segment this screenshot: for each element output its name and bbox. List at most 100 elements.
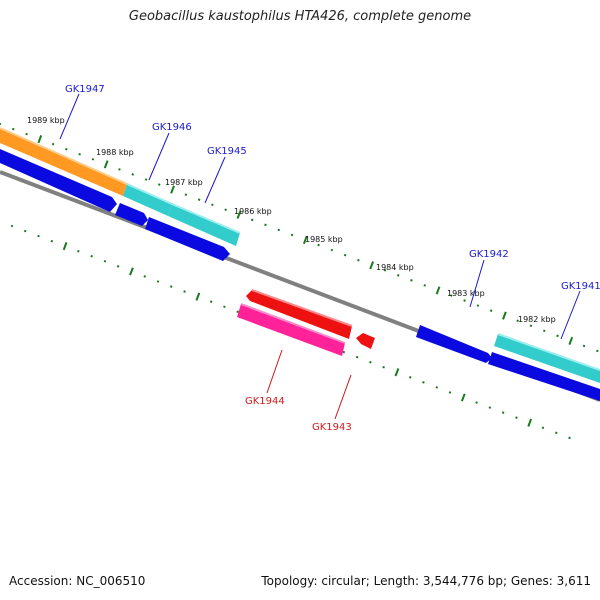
- major-tick: [129, 267, 134, 276]
- minor-tick: [596, 349, 599, 353]
- minor-tick: [156, 280, 160, 283]
- major-tick: [37, 135, 43, 144]
- minor-tick: [183, 290, 186, 293]
- minor-tick: [290, 233, 294, 237]
- minor-tick: [65, 147, 68, 151]
- genome-title: Geobacillus kaustophilus HTA426, complet…: [128, 9, 472, 24]
- scale-label-1987: 1987 kbp: [165, 178, 203, 187]
- major-tick: [502, 311, 507, 320]
- minor-tick: [51, 142, 55, 146]
- gene-label-gk1946[interactable]: GK1946: [152, 122, 192, 133]
- minor-tick: [568, 436, 571, 440]
- major-tick: [460, 393, 466, 402]
- major-tick: [62, 242, 68, 251]
- major-tick: [435, 286, 441, 295]
- gene-gk1944-outer[interactable]: [246, 290, 352, 339]
- outer-tick-track: [0, 122, 599, 353]
- minor-tick: [369, 360, 372, 364]
- minor-tick: [37, 234, 40, 238]
- gene-gk1943-outer[interactable]: [356, 333, 375, 349]
- genome-summary-text: Topology: circular; Length: 3,544,776 bp…: [261, 574, 591, 588]
- minor-tick: [556, 334, 559, 338]
- gene-label-gk1944[interactable]: GK1944: [245, 396, 285, 407]
- minor-tick: [211, 203, 214, 206]
- gene-gk1945-inner[interactable]: [145, 217, 230, 261]
- scale-label-1986: 1986 kbp: [234, 207, 272, 216]
- minor-tick: [184, 193, 188, 196]
- gene-label-gk1941[interactable]: GK1941: [561, 281, 600, 292]
- minor-tick: [116, 265, 120, 268]
- minor-tick: [422, 381, 425, 384]
- minor-tick: [529, 324, 533, 328]
- gene-gk1946-outer[interactable]: [123, 184, 172, 216]
- gene-gk1941-outer[interactable]: [494, 334, 600, 383]
- scale-label-1983: 1983 kbp: [447, 289, 485, 298]
- gene-gk1942-inner[interactable]: [416, 325, 492, 363]
- major-tick: [236, 210, 242, 219]
- scale-label-1985: 1985 kbp: [305, 235, 343, 244]
- scale-labels: 1989 kbp 1988 kbp 1987 kbp 1986 kbp 1985…: [27, 116, 556, 324]
- minor-tick: [357, 258, 360, 262]
- minor-tick: [408, 376, 412, 379]
- minor-tick: [78, 152, 81, 156]
- minor-tick: [516, 319, 519, 323]
- minor-tick: [342, 350, 346, 354]
- minor-tick: [277, 228, 281, 232]
- minor-tick: [143, 275, 147, 278]
- major-tick: [103, 160, 109, 169]
- gene-gk1945-outer[interactable]: [168, 204, 240, 246]
- minor-tick: [515, 416, 518, 419]
- gene-gk1944-inner[interactable]: [237, 304, 345, 356]
- minor-tick: [542, 329, 546, 333]
- minor-tick: [77, 249, 80, 253]
- scale-label-1982: 1982 kbp: [518, 315, 556, 324]
- minor-tick: [223, 305, 226, 308]
- major-tick: [568, 336, 574, 345]
- minor-tick: [209, 300, 213, 303]
- minor-tick: [330, 248, 334, 252]
- minor-tick: [355, 355, 359, 359]
- minor-tick: [25, 132, 28, 136]
- minor-tick: [250, 218, 254, 222]
- gene-gk1947-outer[interactable]: [0, 128, 127, 196]
- gene-labels: GK1947 GK1946 GK1945 GK1944 GK1943 GK194…: [65, 84, 600, 433]
- minor-tick: [489, 309, 493, 312]
- minor-tick: [90, 254, 93, 258]
- gene-gk1941-inner[interactable]: [488, 352, 600, 401]
- gene-label-gk1943[interactable]: GK1943: [312, 422, 352, 433]
- forward-genes: [0, 127, 600, 401]
- minor-tick: [224, 208, 227, 212]
- minor-tick: [264, 223, 267, 227]
- major-tick: [527, 418, 533, 427]
- minor-tick: [118, 168, 121, 171]
- gene-gk1946-inner[interactable]: [115, 203, 148, 226]
- minor-tick: [383, 268, 387, 272]
- gene-label-gk1945[interactable]: GK1945: [207, 146, 247, 157]
- gene-label-gk1942[interactable]: GK1942: [469, 249, 509, 260]
- minor-tick: [144, 178, 148, 181]
- minor-tick: [410, 279, 413, 282]
- minor-tick: [382, 365, 385, 369]
- minor-tick: [157, 183, 161, 186]
- minor-tick: [541, 426, 545, 430]
- minor-tick: [236, 310, 239, 314]
- minor-tick: [582, 344, 586, 348]
- minor-tick: [197, 198, 201, 201]
- minor-tick: [463, 299, 466, 302]
- gene-gk1947-inner[interactable]: [0, 149, 117, 212]
- minor-tick: [435, 386, 439, 389]
- minor-tick: [343, 253, 347, 257]
- minor-tick: [488, 406, 492, 409]
- gene-label-gk1947[interactable]: GK1947: [65, 84, 105, 95]
- minor-tick: [450, 294, 453, 297]
- minor-tick: [91, 158, 95, 161]
- minor-tick: [554, 431, 558, 435]
- major-tick: [170, 185, 175, 194]
- major-tick: [195, 292, 201, 301]
- minor-tick: [50, 239, 54, 243]
- scale-label-1984: 1984 kbp: [376, 263, 414, 272]
- minor-tick: [169, 285, 173, 288]
- minor-tick: [23, 229, 27, 233]
- minor-tick: [423, 284, 427, 287]
